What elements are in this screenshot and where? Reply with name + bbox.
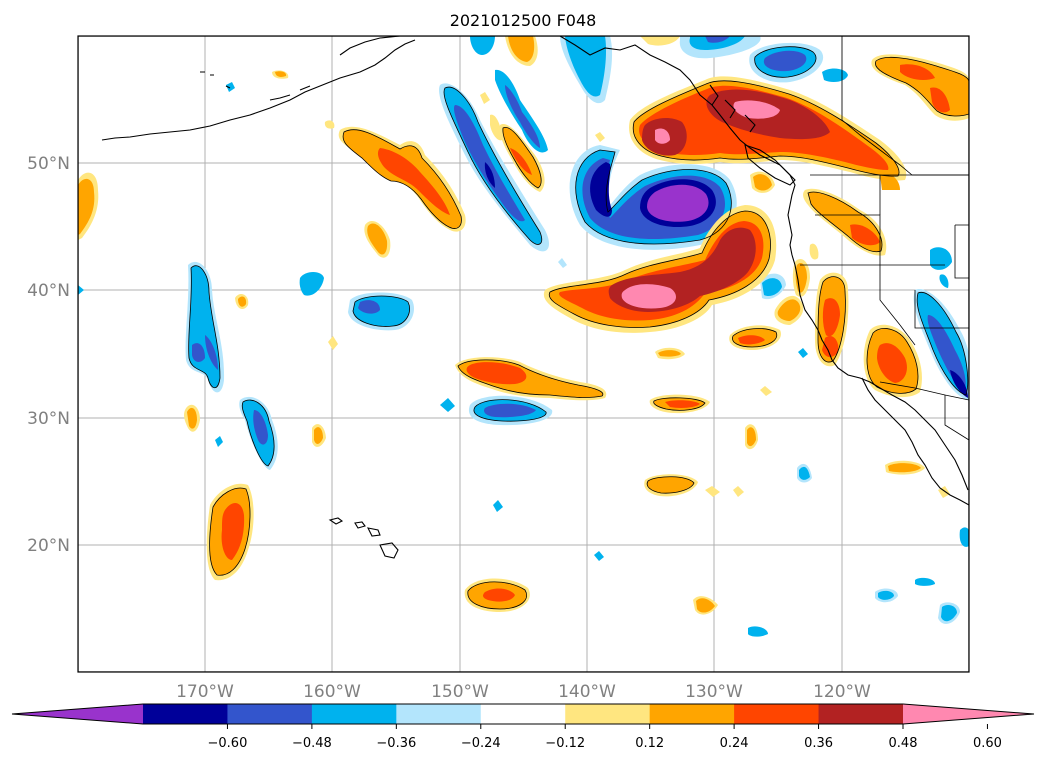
colorbar-tick-label: 0.60 [973, 736, 1002, 751]
positive-anomaly-contours [78, 36, 969, 615]
colorbar-tick-label: 0.24 [720, 736, 749, 751]
colorbar-segment [480, 704, 566, 724]
coastlines [101, 36, 969, 559]
colorbar-segment [227, 704, 313, 724]
lat-label-20n: 20°N [27, 536, 70, 556]
colorbar-tick-label: −0.36 [376, 736, 416, 751]
lon-label-120w: 120°W [813, 682, 871, 702]
colorbar-segment [311, 704, 397, 724]
colorbar-segment [649, 704, 735, 724]
colorbar-segment [734, 704, 820, 724]
lat-label-50n: 50°N [27, 154, 70, 174]
lon-label-170w: 170°W [176, 682, 234, 702]
negative-anomaly-contours [78, 36, 969, 637]
colorbar-segment [143, 704, 228, 724]
map-plot-area [78, 36, 969, 672]
lon-label-160w: 160°W [303, 682, 361, 702]
political-boundaries [800, 36, 969, 441]
longitude-labels: 170°W 160°W 150°W 140°W 130°W 120°W [176, 682, 871, 702]
colorbar-segments [12, 704, 1034, 724]
colorbar: −0.60 −0.48 −0.36 −0.24 −0.12 0.12 0.24 0.36 0.4… [11, 703, 1035, 751]
colorbar-extend-high [903, 704, 1034, 724]
colorbar-tick-label: −0.12 [545, 736, 585, 751]
map-frame [77, 35, 970, 673]
lat-label-40n: 40°N [27, 281, 70, 301]
colorbar-tick-label: −0.24 [461, 736, 501, 751]
latitude-labels: 50°N 40°N 30°N 20°N [27, 154, 70, 556]
colorbar-tick-label: 0.36 [804, 736, 833, 751]
colorbar-tick-label: 0.12 [635, 736, 664, 751]
lon-label-130w: 130°W [685, 682, 743, 702]
colorbar-outline [11, 703, 1035, 725]
colorbar-segment [396, 704, 482, 724]
colorbar-tick-labels: −0.60 −0.48 −0.36 −0.24 −0.12 0.12 0.24 0.36 0.4… [208, 736, 1002, 751]
colorbar-tick-label: −0.48 [292, 736, 332, 751]
lat-label-30n: 30°N [27, 409, 70, 429]
colorbar-extend-low [12, 704, 143, 724]
map-title: 2021012500 F048 [450, 11, 597, 30]
colorbar-tick-label: −0.60 [208, 736, 248, 751]
colorbar-ticks [226, 724, 988, 729]
contour-lines [188, 46, 969, 610]
lon-label-150w: 150°W [431, 682, 489, 702]
lon-label-140w: 140°W [558, 682, 616, 702]
colorbar-segment [818, 704, 904, 724]
colorbar-tick-label: 0.48 [889, 736, 918, 751]
colorbar-segment [565, 704, 651, 724]
